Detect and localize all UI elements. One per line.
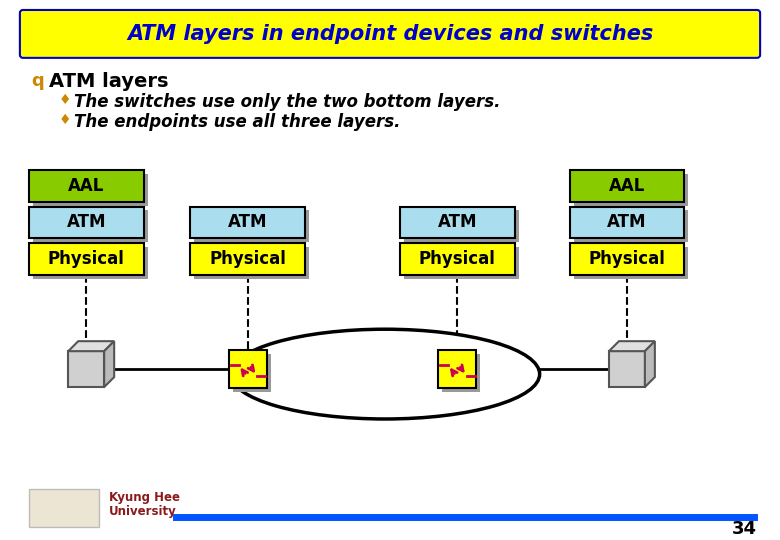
Text: 34: 34 — [732, 519, 757, 538]
Bar — [29, 244, 144, 275]
FancyBboxPatch shape — [20, 10, 760, 58]
Bar — [438, 350, 477, 388]
Ellipse shape — [230, 329, 540, 419]
Bar — [29, 489, 99, 526]
Text: The switches use only the two bottom layers.: The switches use only the two bottom lay… — [74, 93, 500, 111]
Text: ♦: ♦ — [58, 93, 71, 107]
Bar — [573, 173, 688, 206]
Bar — [29, 206, 144, 239]
Text: ♦: ♦ — [58, 113, 71, 127]
Text: ATM: ATM — [66, 213, 106, 232]
Polygon shape — [645, 341, 655, 387]
Text: AAL: AAL — [68, 177, 105, 194]
Bar — [573, 211, 688, 242]
Text: Physical: Physical — [588, 251, 665, 268]
Bar — [573, 247, 688, 279]
Text: q: q — [31, 72, 44, 90]
Bar — [190, 244, 305, 275]
Text: ATM: ATM — [607, 213, 647, 232]
Polygon shape — [609, 341, 655, 351]
Bar — [569, 206, 684, 239]
Bar — [404, 247, 519, 279]
Bar — [194, 211, 309, 242]
Text: ATM layers: ATM layers — [49, 72, 168, 91]
Text: ATM: ATM — [228, 213, 268, 232]
Bar — [569, 244, 684, 275]
Bar — [400, 206, 515, 239]
Bar — [29, 170, 144, 201]
Polygon shape — [69, 341, 114, 351]
Bar — [233, 354, 271, 392]
Bar — [569, 170, 684, 201]
Bar — [69, 351, 105, 387]
Text: Physical: Physical — [48, 251, 125, 268]
Text: Kyung Hee: Kyung Hee — [108, 491, 179, 504]
Bar — [33, 211, 147, 242]
Bar — [33, 247, 147, 279]
Bar — [609, 351, 645, 387]
Text: AAL: AAL — [608, 177, 645, 194]
Text: ATM layers in endpoint devices and switches: ATM layers in endpoint devices and switc… — [127, 24, 653, 44]
Text: Physical: Physical — [419, 251, 496, 268]
Text: The endpoints use all three layers.: The endpoints use all three layers. — [74, 113, 400, 131]
Polygon shape — [105, 341, 114, 387]
Bar — [33, 173, 147, 206]
Bar — [194, 247, 309, 279]
Bar — [190, 206, 305, 239]
Bar — [442, 354, 480, 392]
Bar — [400, 244, 515, 275]
Text: ATM: ATM — [438, 213, 477, 232]
Text: Physical: Physical — [209, 251, 286, 268]
Text: University: University — [108, 505, 176, 518]
Bar — [229, 350, 267, 388]
Bar — [404, 211, 519, 242]
